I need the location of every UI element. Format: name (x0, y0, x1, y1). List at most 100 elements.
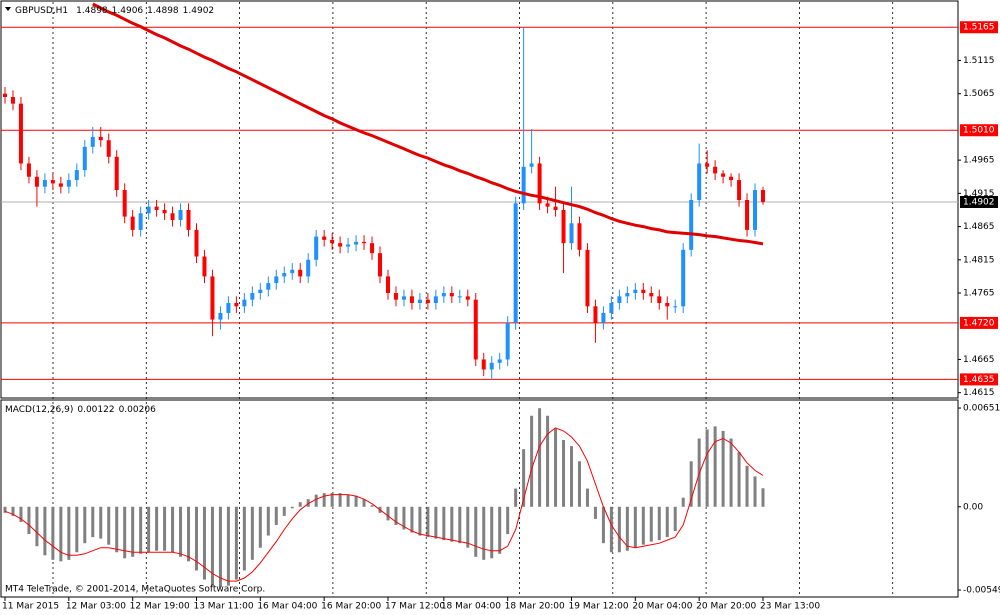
macd-bar (282, 506, 286, 516)
macd-bar (593, 506, 597, 519)
macd-bar (474, 506, 478, 557)
menu-arrow[interactable] (5, 7, 11, 11)
macd-bar (266, 506, 270, 536)
indicator-value: 0.00122 (77, 405, 114, 415)
candle-body (625, 293, 630, 297)
candle-body (330, 239, 335, 244)
candle-body (186, 209, 191, 230)
candle-body (737, 180, 742, 200)
ohlc-value: 1.4898 (76, 6, 108, 16)
candle-body (250, 293, 255, 300)
candle-body (657, 296, 662, 303)
macd-bar (418, 506, 422, 536)
level-label-box (960, 316, 998, 329)
y-tick-label: 1.4665 (963, 355, 995, 365)
candle-body (146, 206, 151, 214)
x-tick-label: 13 Mar 11:00 (193, 602, 253, 612)
macd-bar (434, 506, 438, 539)
macd-bar (570, 446, 574, 507)
candle-body (306, 259, 311, 277)
macd-bar (681, 497, 685, 507)
candle-body (761, 190, 765, 202)
candle-body (433, 296, 438, 303)
macd-bar (242, 506, 246, 571)
macd-bar (338, 493, 342, 507)
candle-body (162, 209, 167, 214)
candle-body (441, 293, 446, 297)
macd-bar (362, 499, 366, 507)
candle-body (577, 223, 582, 250)
candle-body (721, 173, 726, 177)
y-tick-label: 1.4865 (963, 222, 995, 232)
candle-body (569, 223, 574, 244)
macd-bar (258, 506, 262, 548)
price-pane-frame (0, 0, 959, 399)
candle-body (42, 180, 47, 187)
candle-body (521, 166, 526, 204)
candle-body (457, 296, 462, 298)
candle-body (545, 203, 550, 207)
current-price-box (960, 195, 998, 208)
macd-bar (274, 506, 278, 525)
macd-bar (306, 499, 310, 507)
candle-body (505, 322, 510, 360)
macd-bar (689, 461, 693, 507)
y-tick-label: 1.4915 (963, 189, 995, 199)
candle-body (481, 359, 486, 370)
macd-bar (673, 506, 677, 532)
candle-body (218, 312, 223, 320)
candle-body (90, 136, 95, 147)
candle-body (497, 359, 502, 363)
x-tick-label: 16 Mar 20:00 (321, 602, 381, 612)
x-tick-label: 18 Mar 20:00 (505, 602, 565, 612)
macd-bar (617, 506, 621, 553)
macd-bar (657, 506, 661, 541)
macd-bar (450, 506, 454, 542)
candle-body (106, 140, 111, 157)
indicator-value: 0.00206 (119, 405, 156, 415)
candle-body (354, 241, 359, 245)
macd-bar (761, 488, 765, 507)
candle-body (673, 306, 678, 308)
candle-body (729, 176, 734, 181)
candle-body (713, 166, 718, 174)
macd-bar (11, 506, 15, 516)
macd-bar (713, 426, 717, 507)
macd-bar (609, 506, 613, 553)
candle-body (58, 183, 63, 187)
candle-body (553, 206, 558, 210)
macd-bar (649, 506, 653, 542)
candle-body (50, 180, 55, 184)
macd-bar (625, 506, 629, 551)
candle-body (641, 289, 646, 294)
macd-bar (585, 488, 589, 507)
y-tick-label: 1.4615 (963, 388, 995, 398)
candle-body (226, 302, 231, 313)
macd-bar (753, 476, 757, 507)
macd-bar (314, 494, 318, 507)
macd-bar (67, 506, 71, 560)
level-label: 1.5010 (963, 126, 995, 136)
level-label: 1.5165 (963, 23, 995, 33)
candle-body (449, 293, 454, 297)
macd-bar (745, 465, 749, 507)
macd-bar (107, 506, 111, 545)
x-tick-label: 12 Mar 03:00 (66, 602, 126, 612)
macd-bar (410, 506, 414, 533)
candle-body (82, 146, 87, 171)
ohlc-value: 1.4898 (147, 6, 179, 16)
macd-bar (729, 438, 733, 507)
current-price-label: 1.4902 (963, 197, 995, 207)
macd-bar (577, 461, 581, 507)
candle-body (385, 276, 390, 294)
candle-body (314, 236, 319, 260)
candle-body (601, 312, 606, 323)
macd-plot (3, 408, 765, 588)
macd-bar (163, 506, 167, 551)
candle-body (665, 302, 670, 307)
macd-bar (19, 506, 23, 522)
y-tick-label: 1.4965 (963, 156, 995, 166)
macd-bar (601, 506, 605, 544)
